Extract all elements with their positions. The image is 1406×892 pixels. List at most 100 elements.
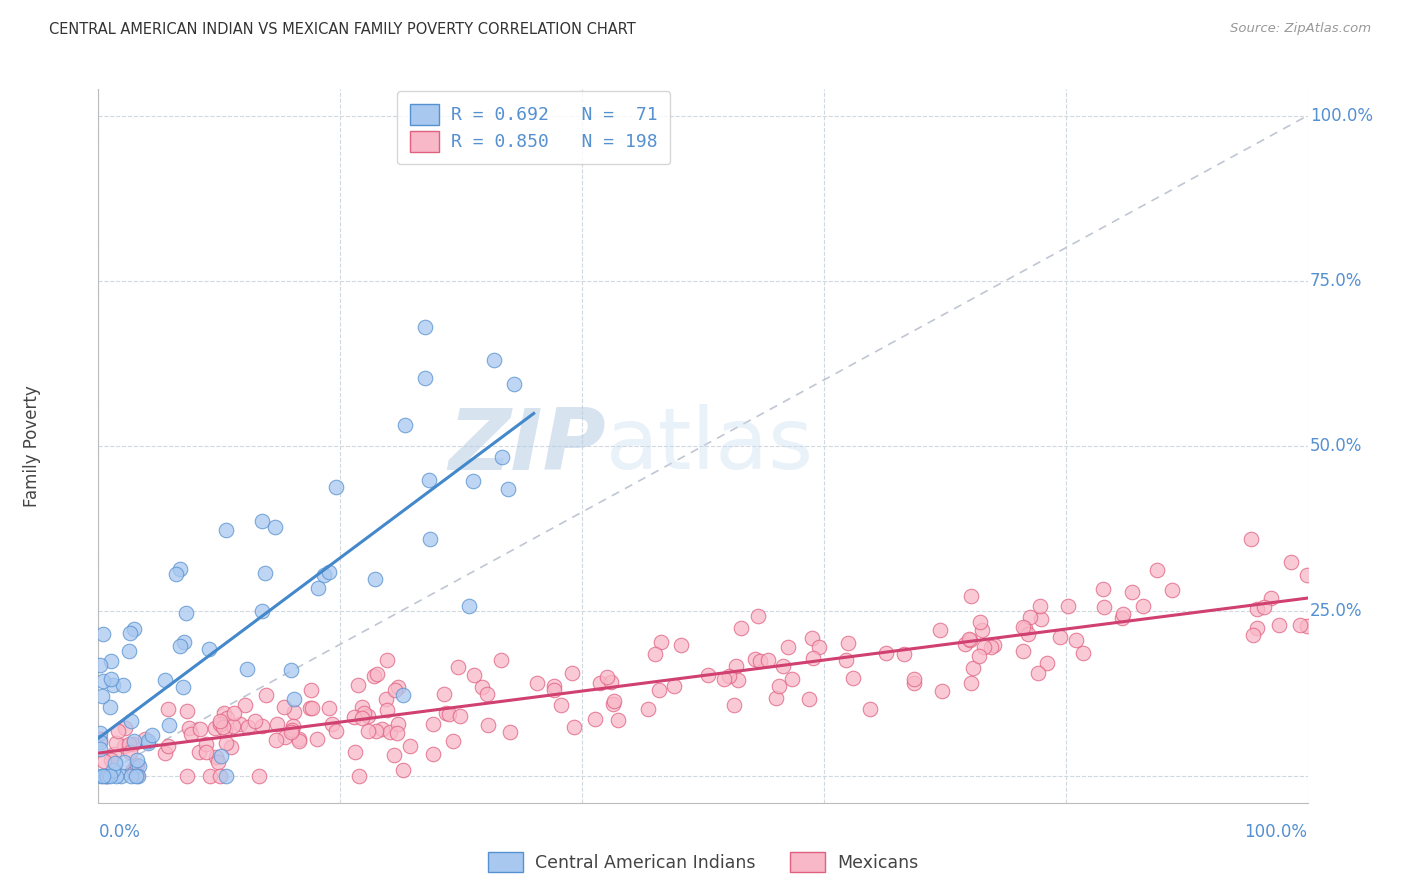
Point: [301, 701, 323, 715]
Point: [482, 353, 505, 368]
Point: [394, 418, 416, 433]
Point: [378, 724, 401, 739]
Point: [89, 726, 111, 740]
Point: [583, 712, 606, 726]
Point: [457, 599, 479, 613]
Point: [153, 746, 176, 760]
Point: [780, 672, 803, 686]
Point: [125, 769, 148, 783]
Point: [100, 672, 122, 686]
Point: [233, 698, 256, 713]
Point: [1260, 591, 1282, 605]
Point: [859, 701, 882, 715]
Text: 75.0%: 75.0%: [1310, 272, 1362, 290]
Point: [477, 718, 499, 732]
Point: [352, 711, 374, 725]
Point: [1240, 532, 1263, 546]
Point: [222, 706, 245, 721]
Point: [288, 734, 311, 748]
Point: [127, 753, 149, 767]
Point: [127, 769, 149, 783]
Point: [325, 480, 347, 494]
Point: [797, 691, 820, 706]
Point: [169, 639, 191, 653]
Point: [353, 706, 375, 720]
Text: atlas: atlas: [606, 404, 814, 488]
Point: [650, 634, 672, 648]
Point: [765, 690, 787, 705]
Point: [350, 700, 373, 714]
Text: ZIP: ZIP: [449, 404, 606, 488]
Point: [441, 734, 464, 748]
Point: [960, 589, 983, 603]
Point: [157, 739, 180, 753]
Point: [747, 608, 769, 623]
Point: [1132, 599, 1154, 613]
Point: [208, 714, 231, 728]
Point: [837, 636, 859, 650]
Point: [274, 730, 297, 744]
Point: [204, 721, 226, 735]
Point: [159, 718, 181, 732]
Point: [1289, 618, 1312, 632]
Point: [717, 669, 740, 683]
Point: [90, 769, 112, 783]
Point: [254, 688, 277, 702]
Point: [387, 717, 409, 731]
Point: [434, 706, 457, 721]
Point: [318, 700, 340, 714]
Point: [229, 717, 252, 731]
Legend: R = 0.692   N =  71, R = 0.850   N = 198: R = 0.692 N = 71, R = 0.850 N = 198: [396, 91, 671, 164]
Point: [264, 733, 287, 747]
Point: [1049, 630, 1071, 644]
Point: [499, 725, 522, 739]
Point: [222, 719, 245, 733]
Point: [363, 669, 385, 683]
Point: [953, 637, 976, 651]
Point: [1012, 644, 1035, 658]
Point: [603, 694, 626, 708]
Point: [118, 626, 141, 640]
Point: [112, 755, 135, 769]
Point: [307, 582, 329, 596]
Point: [413, 320, 436, 334]
Point: [221, 740, 243, 755]
Point: [254, 566, 277, 580]
Point: [94, 769, 117, 783]
Point: [198, 642, 221, 657]
Point: [366, 667, 388, 681]
Point: [120, 714, 142, 728]
Text: 25.0%: 25.0%: [1310, 602, 1362, 620]
Point: [596, 670, 619, 684]
Point: [526, 676, 548, 690]
Point: [543, 683, 565, 698]
Point: [128, 759, 150, 773]
Point: [172, 680, 194, 694]
Point: [273, 700, 295, 714]
Point: [387, 680, 409, 694]
Point: [1056, 599, 1078, 614]
Point: [283, 719, 305, 733]
Point: [903, 672, 925, 686]
Point: [422, 717, 444, 731]
Point: [124, 760, 146, 774]
Point: [1014, 621, 1036, 635]
Point: [415, 371, 437, 385]
Point: [165, 566, 187, 581]
Point: [112, 739, 135, 753]
Point: [250, 514, 273, 528]
Point: [188, 723, 211, 737]
Point: [91, 769, 114, 783]
Point: [318, 565, 340, 579]
Point: [644, 647, 666, 661]
Point: [375, 653, 398, 667]
Point: [120, 769, 142, 783]
Point: [419, 533, 441, 547]
Point: [382, 747, 405, 762]
Point: [209, 748, 232, 763]
Point: [503, 376, 526, 391]
Point: [93, 673, 115, 688]
Point: [314, 568, 336, 582]
Point: [1035, 656, 1057, 670]
Point: [124, 734, 146, 748]
